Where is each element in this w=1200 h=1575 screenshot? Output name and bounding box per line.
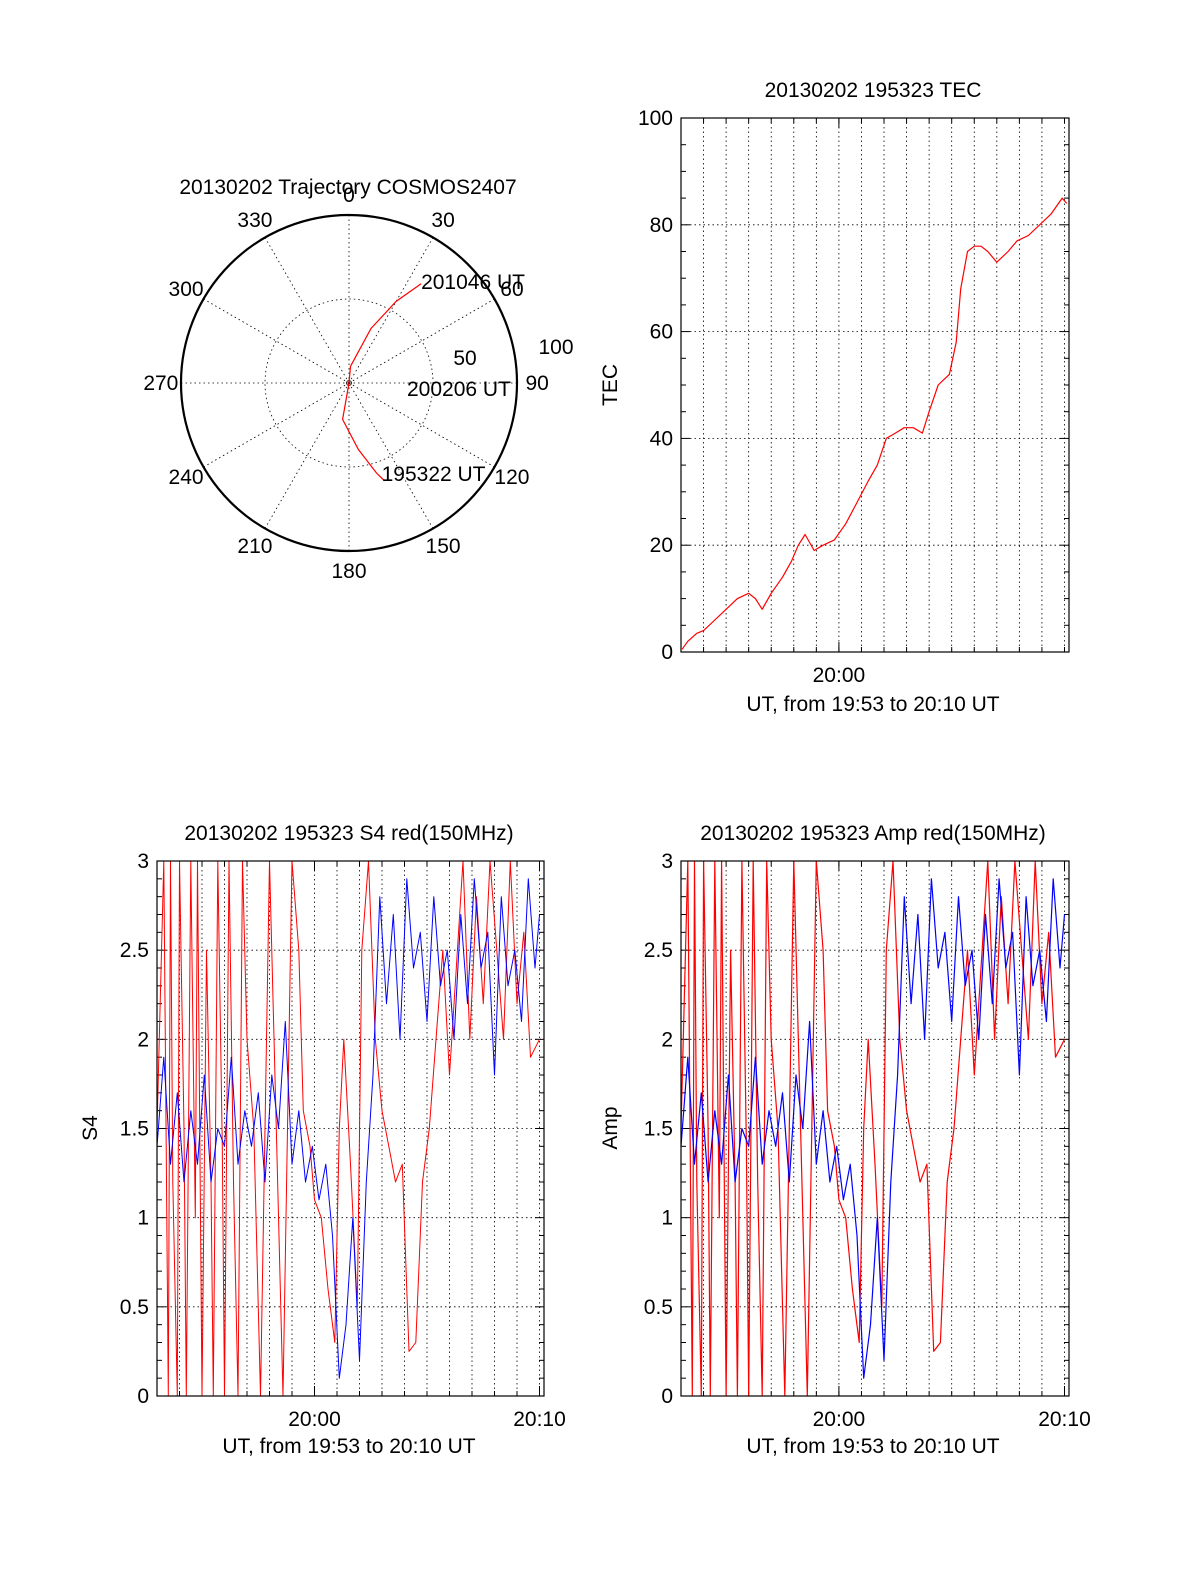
polar-angle-label: 330 bbox=[237, 209, 272, 232]
y-tick-label: 1 bbox=[137, 1207, 149, 1230]
polar-trajectory-line bbox=[341, 283, 422, 482]
polar-outer-ring bbox=[179, 213, 519, 553]
y-tick-label: 1.5 bbox=[644, 1118, 673, 1141]
y-tick-label: 80 bbox=[650, 214, 673, 237]
y-tick-label: 60 bbox=[650, 321, 673, 344]
amp-title: 20130202 195323 Amp red(150MHz) bbox=[700, 822, 1046, 845]
y-tick-label: 2 bbox=[661, 1028, 673, 1051]
series-line-blue bbox=[157, 878, 540, 1379]
polar-spoke bbox=[203, 382, 350, 468]
s4-ylabel: S4 bbox=[79, 1115, 102, 1141]
series-line-red bbox=[681, 197, 1068, 650]
amp-chart: 20130202 195323 Amp red(150MHz) Amp UT, … bbox=[599, 822, 1091, 1458]
y-tick-label: 1 bbox=[661, 1207, 673, 1230]
y-tick-label: 100 bbox=[638, 107, 673, 130]
x-tick-label: 20:00 bbox=[288, 1408, 341, 1431]
polar-time-annotations: 201046 UT 200206 UT 195322 UT bbox=[382, 271, 526, 486]
polar-time-annotation: 200206 UT bbox=[407, 378, 511, 401]
polar-angle-label: 30 bbox=[431, 209, 454, 232]
polar-time-annotation: 201046 UT bbox=[421, 271, 525, 294]
s4-chart: 20130202 195323 S4 red(150MHz) S4 UT, fr… bbox=[79, 822, 566, 1458]
y-tick-label: 1.5 bbox=[120, 1118, 149, 1141]
polar-angle-label: 210 bbox=[237, 535, 272, 558]
tec-ylabel: TEC bbox=[599, 364, 622, 406]
tec-title: 20130202 195323 TEC bbox=[765, 79, 982, 102]
y-tick-label: 0.5 bbox=[120, 1296, 149, 1319]
y-tick-label: 0 bbox=[661, 1385, 673, 1408]
polar-radial-label: 50 bbox=[453, 347, 476, 370]
series-group bbox=[157, 861, 540, 1396]
x-tick-label: 20:00 bbox=[813, 664, 866, 687]
tec-chart: 20130202 195323 TEC TEC UT, from 19:53 t… bbox=[599, 79, 1070, 716]
s4-plot-area: 0 0.5 1 1.5 2 2.5 3 20:00 20:10 bbox=[120, 850, 566, 1431]
polar-spoke bbox=[348, 237, 434, 384]
x-tick-label: 20:10 bbox=[513, 1408, 566, 1431]
series-line-blue bbox=[681, 878, 1066, 1379]
amp-plot-area: 0 0.5 1 1.5 2 2.5 3 20:00 20:10 bbox=[644, 850, 1091, 1431]
trajectory-polar-plot: 20130202 Trajectory COSMOS2407 0 30 60 90 12… bbox=[143, 176, 573, 583]
y-tick-label: 0 bbox=[137, 1385, 149, 1408]
polar-radial-labels: 50 100 bbox=[453, 336, 573, 370]
y-tick-label: 2.5 bbox=[644, 939, 673, 962]
polar-spoke bbox=[348, 382, 434, 529]
polar-spoke bbox=[264, 382, 350, 529]
polar-spoke bbox=[264, 237, 350, 384]
polar-angle-label: 0 bbox=[343, 184, 355, 207]
series-group bbox=[681, 197, 1068, 650]
polar-radial-label: 100 bbox=[538, 336, 573, 359]
series-group bbox=[681, 861, 1066, 1396]
plot-frame bbox=[680, 860, 1070, 1397]
y-tick-label: 20 bbox=[650, 534, 673, 557]
polar-spoke bbox=[348, 382, 495, 468]
polar-spoke bbox=[348, 298, 495, 384]
polar-angle-label: 300 bbox=[169, 278, 204, 301]
polar-spoke bbox=[203, 298, 350, 384]
polar-grid bbox=[179, 213, 519, 553]
polar-angle-label: 180 bbox=[331, 560, 366, 583]
polar-ring-50 bbox=[264, 298, 434, 468]
y-tick-label: 0.5 bbox=[644, 1296, 673, 1319]
y-tick-label: 2 bbox=[137, 1028, 149, 1051]
polar-trajectory-series bbox=[341, 283, 422, 482]
x-tick-label: 20:00 bbox=[813, 1408, 866, 1431]
y-tick-label: 40 bbox=[650, 427, 673, 450]
y-tick-label: 3 bbox=[137, 850, 149, 873]
polar-angle-label: 90 bbox=[525, 372, 548, 395]
plot-frame bbox=[156, 860, 545, 1397]
series-line-red bbox=[157, 861, 540, 1396]
y-tick-label: 2.5 bbox=[120, 939, 149, 962]
s4-title: 20130202 195323 S4 red(150MHz) bbox=[184, 822, 513, 845]
tec-plot-area: 0 20 40 60 80 100 20:00 bbox=[638, 107, 1070, 687]
amp-xlabel: UT, from 19:53 to 20:10 UT bbox=[746, 1435, 999, 1458]
polar-title: 20130202 Trajectory COSMOS2407 bbox=[179, 176, 516, 199]
polar-angle-label: 60 bbox=[500, 278, 523, 301]
y-tick-label: 3 bbox=[661, 850, 673, 873]
x-tick-label: 20:10 bbox=[1038, 1408, 1091, 1431]
polar-angle-label: 150 bbox=[426, 535, 461, 558]
y-tick-label: 0 bbox=[661, 641, 673, 664]
polar-angle-labels: 0 30 60 90 120 150 180 210 240 270 300 330 bbox=[143, 184, 549, 583]
polar-angle-label: 270 bbox=[143, 372, 178, 395]
s4-xlabel: UT, from 19:53 to 20:10 UT bbox=[222, 1435, 475, 1458]
polar-angle-label: 240 bbox=[169, 466, 204, 489]
polar-time-annotation: 195322 UT bbox=[382, 463, 486, 486]
tec-xlabel: UT, from 19:53 to 20:10 UT bbox=[746, 693, 999, 716]
series-line-red bbox=[681, 861, 1066, 1396]
polar-angle-label: 120 bbox=[494, 466, 529, 489]
plot-frame bbox=[680, 117, 1070, 653]
amp-ylabel: Amp bbox=[599, 1106, 622, 1149]
